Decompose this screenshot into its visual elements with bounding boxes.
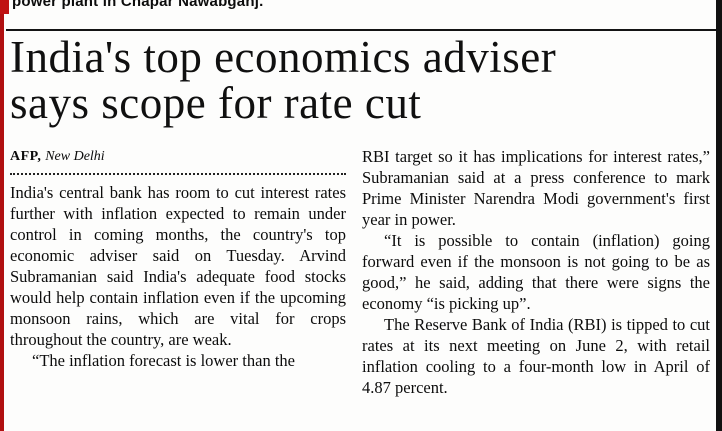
- paragraph: “It is possible to contain (inflation) g…: [362, 231, 710, 313]
- column-left: AFP, New Delhi India's central bank has …: [10, 146, 346, 398]
- byline-location: New Delhi: [45, 149, 105, 164]
- byline-dotted-rule: [10, 173, 346, 175]
- previous-article-cutoff-text: power plant in Chapar Nawabganj.: [12, 0, 264, 10]
- article-body: AFP, New Delhi India's central bank has …: [10, 146, 710, 398]
- paragraph: RBI target so it has implications for in…: [362, 147, 710, 229]
- left-red-edge-line: [0, 0, 4, 431]
- byline-agency: AFP,: [10, 149, 42, 164]
- paragraph: “The inflation forecast is lower than th…: [32, 351, 295, 370]
- headline-line-1: India's top economics adviser: [10, 32, 557, 82]
- column-right: RBI target so it has implications for in…: [362, 146, 710, 398]
- paragraph: India's central bank has room to cut int…: [10, 183, 346, 349]
- previous-article-cutoff: power plant in Chapar Nawabganj.: [12, 0, 652, 11]
- byline: AFP, New Delhi: [10, 146, 346, 167]
- paragraph: The Reserve Bank of India (RBI) is tippe…: [362, 315, 710, 397]
- left-red-edge-mark: [0, 0, 9, 14]
- article-top-rule: [6, 29, 716, 31]
- right-black-edge-bar: [716, 0, 722, 431]
- headline-line-2: says scope for rate cut: [10, 78, 422, 128]
- article-headline: India's top economics adviser says scope…: [10, 34, 710, 126]
